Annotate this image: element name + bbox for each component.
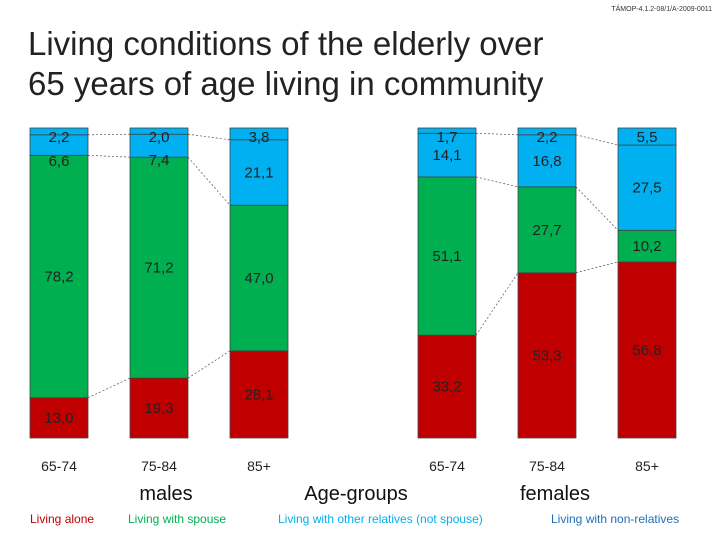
data-label: 53,3 bbox=[532, 347, 561, 364]
bar-living-with-spouse-4 bbox=[417, 176, 477, 336]
data-label: 1,7 bbox=[437, 129, 458, 146]
bar-living-with-spouse-2 bbox=[129, 156, 189, 379]
data-label: 19,3 bbox=[144, 400, 173, 417]
data-label: 2,0 bbox=[149, 129, 170, 146]
data-label: 21,1 bbox=[244, 164, 273, 181]
data-label: 3,8 bbox=[249, 129, 270, 146]
connector-line bbox=[575, 134, 619, 146]
group-label-males: males bbox=[139, 483, 192, 505]
bar-living-alone-6 bbox=[617, 261, 677, 439]
connector-line bbox=[87, 133, 131, 136]
data-label: 27,7 bbox=[532, 222, 561, 239]
bar-living-alone-4 bbox=[417, 334, 477, 439]
x-tick-label: 75-84 bbox=[529, 458, 565, 474]
x-axis-title: Age-groups bbox=[304, 483, 407, 505]
data-label: 78,2 bbox=[44, 268, 73, 285]
connector-line bbox=[87, 154, 131, 158]
group-label-females: females bbox=[520, 483, 590, 505]
x-tick-label: 85+ bbox=[635, 458, 659, 474]
data-label: 6,6 bbox=[49, 153, 70, 170]
bar-living-with-other-relatives-not-spouse-6 bbox=[617, 144, 677, 231]
bar-living-with-spouse-3 bbox=[229, 204, 289, 352]
connector-line bbox=[87, 377, 131, 399]
connector-line bbox=[475, 176, 519, 188]
bar-living-with-non-relatives-1 bbox=[29, 127, 89, 136]
legend-living-with-non-relatives: Living with non-relatives bbox=[551, 512, 680, 526]
title-line-1: Living conditions of the elderly over bbox=[28, 25, 544, 62]
bar-living-with-non-relatives-3 bbox=[229, 127, 289, 141]
x-tick-label: 65-74 bbox=[429, 458, 465, 474]
legend-living-alone: Living alone bbox=[30, 512, 95, 526]
connector-line bbox=[475, 272, 519, 336]
bar-living-with-spouse-6 bbox=[617, 229, 677, 263]
project-reference: TÁMOP-4.1.2-08/1/A-2009-0011 bbox=[611, 6, 712, 13]
data-label: 28,1 bbox=[244, 386, 273, 403]
bar-living-with-non-relatives-2 bbox=[129, 127, 189, 135]
connector-line bbox=[475, 132, 519, 136]
data-label: 51,1 bbox=[432, 248, 461, 265]
bar-living-with-spouse-5 bbox=[517, 186, 577, 274]
data-label: 27,5 bbox=[632, 180, 661, 197]
data-label: 2,2 bbox=[49, 129, 70, 146]
x-tick-label: 65-74 bbox=[41, 458, 77, 474]
page-title: Living conditions of the elderly over 65… bbox=[28, 24, 628, 104]
legend-living-with-other-relatives: Living with other relatives (not spouse) bbox=[278, 512, 483, 526]
data-label: 56,8 bbox=[632, 342, 661, 359]
connector-line bbox=[187, 156, 231, 206]
data-label: 14,1 bbox=[432, 147, 461, 164]
connector-line bbox=[575, 261, 619, 274]
data-label: 5,5 bbox=[637, 129, 658, 146]
title-line-2: 65 years of age living in community bbox=[28, 65, 544, 102]
bar-living-alone-2 bbox=[129, 377, 189, 439]
data-label: 47,0 bbox=[244, 270, 273, 287]
connector-line bbox=[187, 133, 231, 141]
data-label: 71,2 bbox=[144, 260, 173, 277]
data-label: 7,4 bbox=[149, 152, 170, 169]
bar-living-with-other-relatives-not-spouse-3 bbox=[229, 139, 289, 206]
bar-living-alone-5 bbox=[517, 272, 577, 439]
bar-living-with-spouse-1 bbox=[29, 154, 89, 399]
bar-living-with-non-relatives-4 bbox=[417, 127, 477, 134]
data-label: 10,2 bbox=[632, 238, 661, 255]
connector-line bbox=[187, 350, 231, 379]
bar-living-alone-3 bbox=[229, 350, 289, 439]
data-label: 13,0 bbox=[44, 410, 73, 427]
data-label: 16,8 bbox=[532, 153, 561, 170]
data-label: 2,2 bbox=[537, 129, 558, 146]
x-tick-label: 75-84 bbox=[141, 458, 177, 474]
x-tick-label: 85+ bbox=[247, 458, 271, 474]
bar-living-with-non-relatives-6 bbox=[617, 127, 677, 146]
connector-line bbox=[575, 186, 619, 231]
bar-living-with-other-relatives-not-spouse-5 bbox=[517, 134, 577, 188]
data-label: 33,2 bbox=[432, 379, 461, 396]
legend-living-with-spouse: Living with spouse bbox=[128, 512, 227, 526]
bar-living-with-non-relatives-5 bbox=[517, 127, 577, 136]
